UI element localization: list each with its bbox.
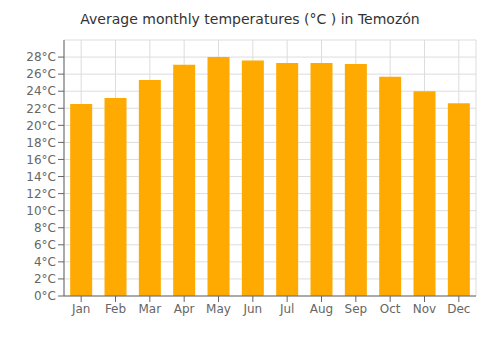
svg-text:10°C: 10°C	[26, 204, 56, 218]
svg-text:May: May	[206, 302, 231, 316]
svg-text:Jan: Jan	[71, 302, 91, 316]
svg-text:Dec: Dec	[447, 302, 470, 316]
svg-text:Jun: Jun	[242, 302, 262, 316]
svg-text:Mar: Mar	[139, 302, 162, 316]
svg-text:6°C: 6°C	[34, 238, 56, 252]
svg-text:12°C: 12°C	[26, 187, 56, 201]
svg-text:18°C: 18°C	[26, 136, 56, 150]
svg-text:Jul: Jul	[279, 302, 294, 316]
svg-text:14°C: 14°C	[26, 170, 56, 184]
svg-text:0°C: 0°C	[34, 289, 56, 303]
svg-text:26°C: 26°C	[26, 67, 56, 81]
svg-text:22°C: 22°C	[26, 102, 56, 116]
svg-text:24°C: 24°C	[26, 84, 56, 98]
html-text:Average monthly temperatures (: Average monthly temperatures (°C ) in Te…	[80, 11, 420, 27]
svg-text:28°C: 28°C	[26, 50, 56, 64]
svg-text:Apr: Apr	[174, 302, 195, 316]
svg-text:Nov: Nov	[413, 302, 436, 316]
svg-text:Feb: Feb	[105, 302, 126, 316]
svg-text:4°C: 4°C	[34, 255, 56, 269]
svg-text:8°C: 8°C	[34, 221, 56, 235]
svg-text:Sep: Sep	[345, 302, 368, 316]
svg-text:Oct: Oct	[380, 302, 401, 316]
svg-text:16°C: 16°C	[26, 153, 56, 167]
svg-text:20°C: 20°C	[26, 119, 56, 133]
svg-text:Aug: Aug	[310, 302, 333, 316]
svg-text:2°C: 2°C	[34, 272, 56, 286]
